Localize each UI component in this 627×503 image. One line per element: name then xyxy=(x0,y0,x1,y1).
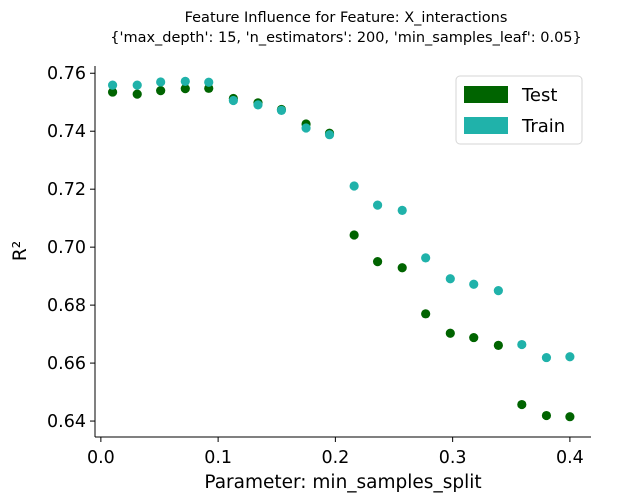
x-tick-label: 0.4 xyxy=(556,448,584,468)
test-point xyxy=(493,340,503,351)
series-train xyxy=(107,76,575,363)
test-point xyxy=(349,230,359,240)
y-tick-label: 0.68 xyxy=(47,296,86,316)
x-tick-label: 0.2 xyxy=(321,448,349,468)
train-point xyxy=(324,130,335,140)
train-point xyxy=(565,352,575,362)
y-tick-label: 0.66 xyxy=(47,354,86,374)
test-point xyxy=(469,332,479,343)
y-tick-label: 0.74 xyxy=(47,122,86,142)
x-tick-label: 0.1 xyxy=(204,448,232,468)
train-point xyxy=(541,352,552,363)
train-point xyxy=(301,123,311,133)
test-point xyxy=(541,410,552,421)
x-tick-label: 0.0 xyxy=(87,448,115,468)
train-point xyxy=(228,95,238,106)
train-point xyxy=(156,77,166,87)
test-point xyxy=(107,87,118,97)
train-point xyxy=(421,253,431,263)
x-axis-label: Parameter: min_samples_split xyxy=(204,472,481,493)
legend-label-train: Train xyxy=(521,116,565,137)
legend: Test Train xyxy=(455,75,583,145)
train-point xyxy=(445,274,455,284)
y-axis-label: R² xyxy=(10,241,31,261)
x-tick-label: 0.3 xyxy=(439,448,467,468)
plot-area: 0.0 0.1 0.2 0.3 0.4 0.64 0.66 0.68 0.70 0.72 0.74 0… xyxy=(47,64,591,468)
train-point xyxy=(180,76,190,86)
test-point xyxy=(565,412,575,422)
legend-swatch-test xyxy=(464,86,508,103)
test-point xyxy=(372,257,383,267)
legend-label-test: Test xyxy=(521,85,557,106)
train-point xyxy=(517,339,527,350)
test-point xyxy=(445,328,455,338)
test-point xyxy=(132,89,142,99)
train-point xyxy=(493,286,503,296)
train-point xyxy=(349,181,359,191)
train-point xyxy=(107,80,118,90)
test-point xyxy=(397,263,407,273)
train-point xyxy=(253,100,263,110)
legend-swatch-train xyxy=(464,117,508,134)
y-tick-label: 0.76 xyxy=(47,64,86,84)
test-point xyxy=(180,84,190,94)
train-point xyxy=(204,77,214,87)
train-point xyxy=(397,205,407,215)
y-tick-label: 0.70 xyxy=(47,238,86,258)
train-point xyxy=(132,80,142,90)
chart-title: Feature Influence for Feature: X_interac… xyxy=(185,10,508,26)
y-tick-label: 0.64 xyxy=(47,412,86,432)
train-point xyxy=(276,105,287,115)
train-point xyxy=(372,200,383,210)
test-point xyxy=(421,309,431,319)
test-point xyxy=(156,86,166,96)
y-tick-label: 0.72 xyxy=(47,180,86,200)
train-point xyxy=(469,279,479,289)
test-point xyxy=(517,399,527,410)
chart-subtitle: {'max_depth': 15, 'n_estimators': 200, '… xyxy=(110,30,582,46)
